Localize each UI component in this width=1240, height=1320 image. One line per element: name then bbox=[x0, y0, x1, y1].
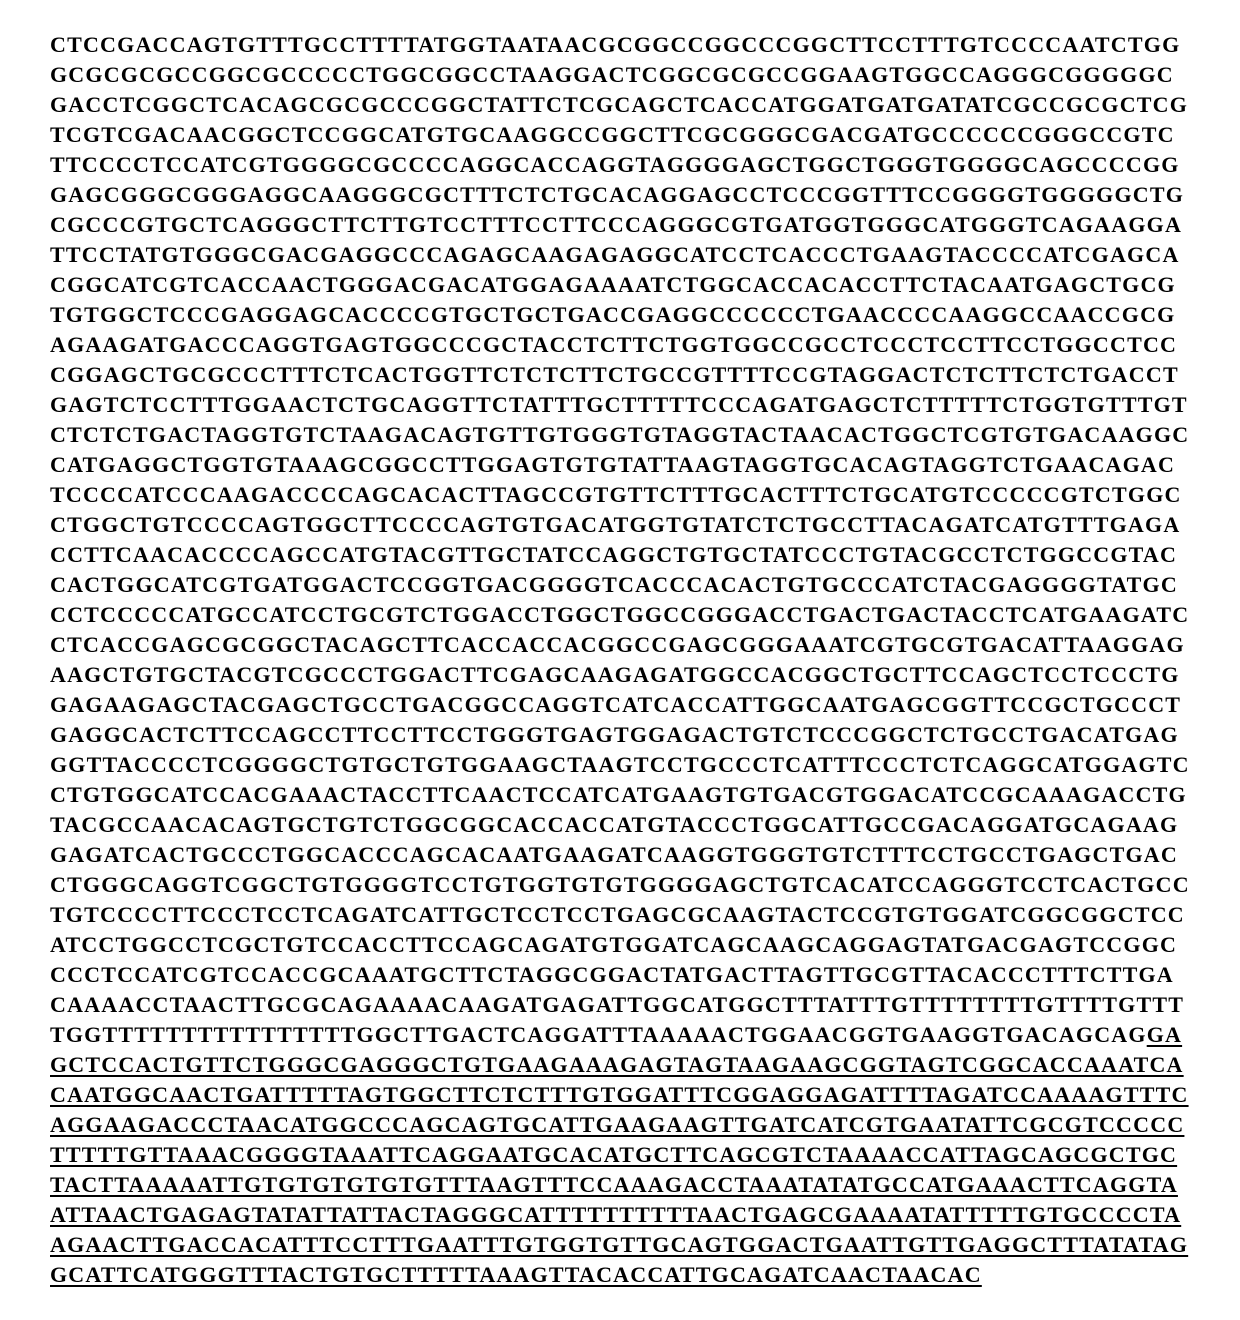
sequence-segment-underlined: GAGCTCCACTGTTCTGGGCGAGGGCTGTGAAGAAAGAGTA… bbox=[50, 1022, 1189, 1287]
dna-sequence-block: CTCCGACCAGTGTTTGCCTTTTATGGTAATAACGCGGCCG… bbox=[50, 30, 1190, 1290]
sequence-segment-plain: CTCCGACCAGTGTTTGCCTTTTATGGTAATAACGCGGCCG… bbox=[50, 32, 1190, 1047]
